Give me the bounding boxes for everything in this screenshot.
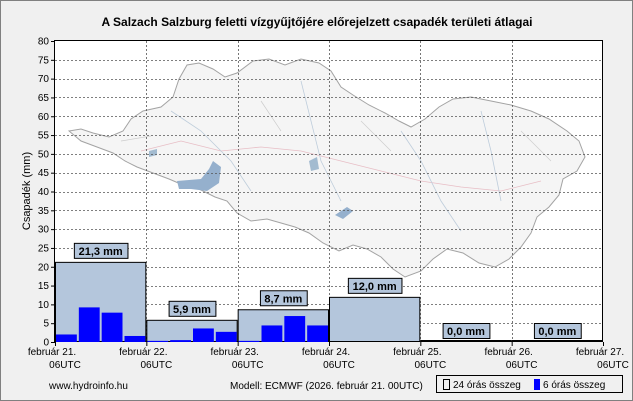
y-tick-label: 15 (38, 281, 50, 292)
daily-label: 21,3 mm (79, 246, 123, 258)
six-hour-bar (284, 316, 306, 342)
y-tick-label: 10 (38, 300, 50, 311)
y-tick-label: 45 (38, 168, 50, 179)
legend-swatch-daily (443, 379, 450, 390)
daily-bar (146, 319, 238, 342)
six-hour-bar (193, 328, 214, 342)
x-tick-label: február 27. 06UTC (576, 347, 629, 371)
y-tick-label: 20 (38, 262, 50, 273)
x-tick-label: február 22. 06UTC (119, 347, 172, 371)
six-hour-bars (56, 307, 328, 342)
legend-box (436, 375, 623, 393)
daily-label-box (442, 323, 491, 339)
model-text: Modell: ECMWF (2026. február 21. 00UTC) (230, 381, 423, 392)
y-axis-label: Csapadék (mm) (21, 152, 33, 230)
daily-bar (55, 261, 147, 343)
daily-label: 0,0 mm (538, 326, 576, 338)
daily-label-box (347, 277, 403, 294)
y-axis: 0 5 10 15 20 25 30 35 40 45 50 55 60 65 70 75 80 (38, 37, 55, 349)
y-tick-label: 65 (38, 93, 50, 104)
y-tick-label: 55 (38, 131, 50, 142)
legend-label-sixhour: 6 órás összeg (543, 380, 605, 391)
y-tick-label: 40 (38, 187, 50, 198)
six-hour-bar (215, 331, 237, 342)
six-hour-bar (307, 325, 328, 342)
x-tick-label: február 21. 06UTC (28, 347, 81, 371)
x-tick-label: február 25. 06UTC (393, 347, 446, 371)
y-tick-label: 50 (38, 149, 50, 160)
x-tick-label: február 26. 06UTC (484, 347, 537, 371)
daily-label-box (533, 323, 582, 339)
six-hour-bar (56, 334, 77, 342)
daily-label-box (168, 300, 217, 317)
daily-label-box (259, 290, 308, 307)
daily-label-box (73, 242, 129, 259)
chart-title: A Salzach Salzburg feletti vízgyűjtőjére… (101, 15, 532, 29)
daily-labels: 21,3 mm 5,9 mm 8,7 mm 12,0 mm 0,0 mm 0,0 mm (73, 242, 582, 339)
daily-label: 5,9 mm (173, 304, 211, 316)
daily-bar (511, 340, 603, 342)
x-tick-label: február 24. 06UTC (302, 347, 355, 371)
six-hour-bar (124, 335, 146, 342)
six-hour-bar (78, 307, 100, 342)
y-tick-label: 5 (43, 319, 49, 330)
x-axis: február 21. 06UTC február 22. 06UTC február … (28, 342, 629, 371)
y-tick-label: 70 (38, 74, 50, 85)
x-tick-label: február 23. 06UTC (210, 347, 263, 371)
watershed-map-image (67, 58, 586, 278)
y-tick-label: 75 (38, 55, 50, 66)
legend-label-daily: 24 órás összeg (453, 380, 521, 391)
six-hour-bar (238, 340, 260, 342)
legend: 24 órás összeg 6 órás összeg (436, 375, 623, 393)
y-tick-label: 80 (38, 37, 50, 48)
y-tick-label: 60 (38, 112, 50, 123)
y-tick-label: 25 (38, 243, 50, 254)
six-hour-bar (170, 340, 191, 342)
daily-label: 12,0 mm (353, 281, 397, 293)
daily-bar (329, 296, 421, 343)
y-tick-label: 0 (43, 338, 49, 349)
y-tick-label: 35 (38, 206, 50, 217)
daily-label: 0,0 mm (447, 326, 485, 338)
six-hour-bar (147, 340, 169, 342)
six-hour-bar (261, 325, 283, 342)
legend-swatch-sixhour (534, 379, 540, 390)
source-text: www.hydroinfo.hu (48, 381, 128, 392)
daily-label: 8,7 mm (264, 293, 302, 305)
six-hour-bar (101, 312, 123, 342)
y-tick-label: 30 (38, 225, 50, 236)
daily-bar (420, 340, 512, 342)
